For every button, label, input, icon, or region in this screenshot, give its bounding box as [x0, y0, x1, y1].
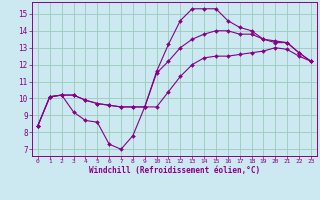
X-axis label: Windchill (Refroidissement éolien,°C): Windchill (Refroidissement éolien,°C) — [89, 166, 260, 175]
